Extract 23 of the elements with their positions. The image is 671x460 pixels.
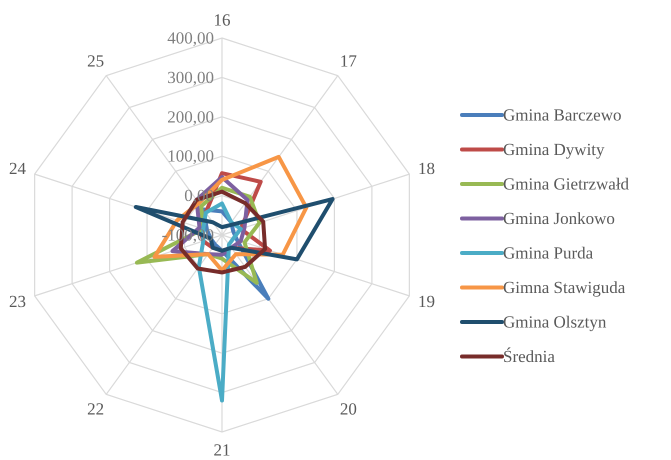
spoke-label: 22 — [87, 399, 104, 418]
spoke-label: 17 — [340, 52, 358, 71]
legend-label: Gimna Stawiguda — [503, 278, 626, 297]
spoke-label: 25 — [87, 52, 104, 71]
y-tick-label: 400,00 — [167, 28, 214, 48]
legend-label: Gmina Jonkowo — [503, 209, 615, 228]
legend-label: Gmina Olsztyn — [503, 312, 607, 332]
legend-label: Gmina Gietrzwałd — [503, 174, 630, 194]
spoke-label: 21 — [214, 440, 230, 460]
spoke-label: 16 — [214, 10, 230, 30]
spoke-label: 18 — [418, 159, 435, 178]
y-tick-label: 200,00 — [167, 107, 214, 126]
legend-label: Gmina Barczewo — [503, 106, 622, 124]
spoke-label: 24 — [9, 159, 27, 178]
legend-label: Gmina Dywity — [503, 140, 606, 159]
y-tick-label: 0,00 — [184, 186, 214, 206]
spoke-label: 19 — [418, 292, 435, 311]
y-tick-label: 300,00 — [167, 68, 214, 87]
legend-label: Średnia — [503, 347, 556, 366]
spoke-label: 23 — [9, 292, 26, 311]
spoke-label: 20 — [340, 399, 357, 418]
y-tick-label: 100,00 — [167, 146, 214, 166]
legend-label: Gmina Purda — [503, 244, 594, 262]
